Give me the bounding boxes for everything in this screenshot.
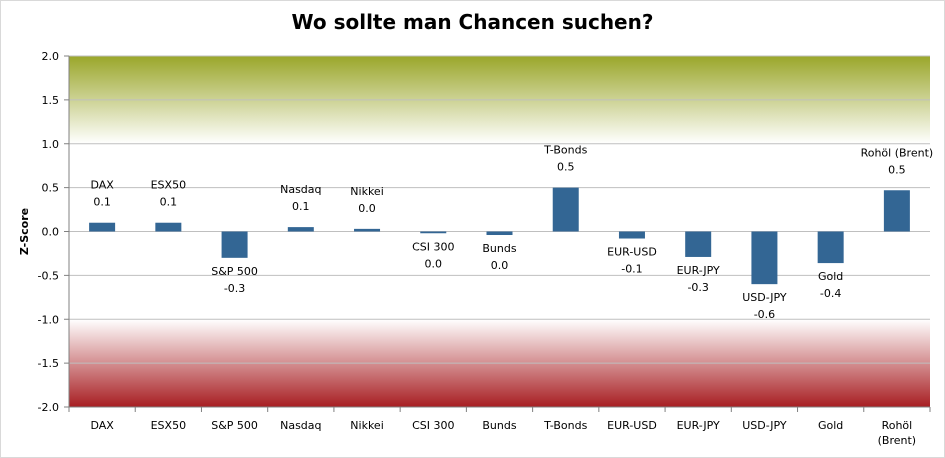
data-labels: DAX 0.1 ESX50 0.1 S&P 500 -0.3 Nasdaq 0.1 Nikkei… [90,144,933,322]
data-label-value: -0.4 [820,287,841,300]
x-category-label: EUR-JPY [677,419,720,432]
bar [354,228,381,232]
y-tick-label: 1.5 [42,94,60,107]
data-label-name: Nasdaq [280,183,321,196]
x-category-label: USD-JPY [742,419,787,432]
y-axis-label: Z-Score [18,208,31,255]
bar [221,231,248,258]
y-tick-label: 0.0 [42,226,60,239]
data-label-value: 0.0 [358,202,376,215]
x-category-label: Nasdaq [280,419,321,432]
x-category-label: Nikkei [350,419,383,432]
x-category-label: ESX50 [151,419,186,432]
data-label-name: DAX [90,179,114,192]
bar [552,187,579,232]
y-tick-label: 2.0 [42,50,60,63]
bar [420,231,447,234]
bar [817,231,844,264]
axes [68,56,931,412]
data-label-value: -0.1 [621,263,642,276]
data-label-value: -0.6 [754,308,775,321]
y-tick-label: 1.0 [42,138,60,151]
data-label-name: T-Bonds [543,144,588,157]
data-label-name: S&P 500 [211,265,258,278]
data-label-value: 0.1 [160,196,178,209]
x-category-label: EUR-USD [607,419,657,432]
data-label-name: EUR-USD [607,246,657,259]
data-label-name: CSI 300 [412,240,454,253]
data-label-value: 0.0 [491,259,509,272]
chart-title: Wo sollte man Chancen suchen? [291,10,654,34]
data-label-name: Gold [818,270,843,283]
data-label-value: -0.3 [687,281,708,294]
bar [155,222,182,232]
bar [751,231,778,285]
bar [883,190,910,232]
x-category-label: Bunds [482,419,516,432]
bars [89,187,910,285]
x-category-label: T-Bonds [543,419,588,432]
x-category-label: DAX [90,419,114,432]
data-label-name: ESX50 [151,179,186,192]
data-label-value: 0.5 [888,163,906,176]
y-tick-label: -1.0 [38,313,59,326]
bar [685,231,712,257]
bar [287,227,314,232]
data-label-value: 0.1 [292,200,310,213]
data-label-name: EUR-JPY [677,264,720,277]
data-label-value: -0.3 [224,282,245,295]
bar [89,222,116,232]
x-category-label: Gold [818,419,843,432]
y-axis-ticks: 2.0 1.5 1.0 0.5 0.0 -0.5 -1.0 -1.5 -2.0 [38,50,59,414]
data-label-name: Bunds [482,242,516,255]
x-category-label: (Brent) [878,434,916,447]
category-labels: DAX ESX50 S&P 500 Nasdaq Nikkei CSI 300 Bunds T… [90,419,916,447]
data-label-value: 0.1 [93,196,111,209]
y-tick-label: 0.5 [42,182,60,195]
data-label-name: Nikkei [350,185,383,198]
data-label-name: USD-JPY [742,291,787,304]
bar [486,231,513,236]
x-category-label: S&P 500 [211,419,258,432]
data-label-name: Rohöl (Brent) [861,146,934,159]
x-category-label: Rohöl [882,419,913,432]
y-tick-label: -0.5 [38,269,59,282]
bar [618,231,645,239]
data-label-value: 0.5 [557,161,575,174]
data-label-value: 0.0 [425,257,443,270]
y-tick-label: -2.0 [38,401,59,414]
y-tick-label: -1.5 [38,357,59,370]
x-category-label: CSI 300 [412,419,454,432]
